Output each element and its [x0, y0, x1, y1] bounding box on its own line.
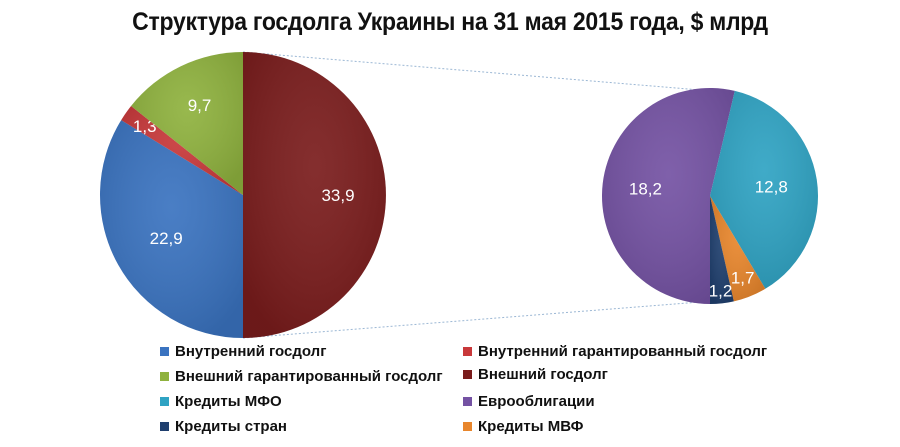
- data-label: 12,8: [755, 178, 788, 197]
- legend-label: Внешний гарантированный госдолг: [175, 368, 443, 385]
- data-label: 9,7: [188, 96, 212, 115]
- slice-shading: [710, 196, 734, 304]
- secondary-pie: 18,2 12,8 1,71,2: [602, 88, 819, 305]
- legend-swatch: [160, 422, 169, 431]
- connector-line: [242, 301, 701, 339]
- connector-line: [242, 51, 701, 91]
- legend-item: Кредиты МВФ: [463, 418, 583, 435]
- legend-swatch: [463, 397, 472, 406]
- slice-shading: [243, 52, 386, 338]
- legend-item: Кредиты МФО: [160, 393, 282, 410]
- slice-shading: [710, 90, 819, 289]
- legend-item: Еврооблигации: [463, 393, 595, 410]
- data-label: 33,9: [321, 186, 354, 205]
- legend-swatch: [160, 372, 169, 381]
- legend-label: Внутренний госдолг: [175, 343, 327, 360]
- chart-title: Структура госдолга Украины на 31 мая 201…: [132, 8, 768, 36]
- data-label: 18,2: [629, 179, 662, 198]
- data-label: 22,9: [150, 229, 183, 248]
- legend-item: Внутренний гарантированный госдолг: [463, 343, 767, 360]
- slice-shading: [131, 52, 243, 195]
- slice-shading: [710, 196, 766, 302]
- main-pie: 33,9 22,9 1,3 9,7: [100, 52, 386, 338]
- legend-label: Еврооблигации: [478, 393, 595, 410]
- legend-label: Внешний госдолг: [478, 366, 608, 383]
- connector-lines: [242, 51, 701, 339]
- legend-item: Внешний гарантированный госдолг: [160, 368, 443, 385]
- legend-swatch: [463, 370, 472, 379]
- legend-swatch: [463, 347, 472, 356]
- legend-item: Внутренний госдолг: [160, 343, 326, 360]
- legend-swatch: [463, 422, 472, 431]
- slice-shading: [121, 105, 243, 195]
- legend-swatch: [160, 347, 169, 356]
- data-label: 1,3: [133, 117, 157, 136]
- legend-item: Кредиты стран: [160, 418, 287, 435]
- legend-label: Внутренний гарантированный госдолг: [478, 343, 768, 360]
- legend-label: Кредиты стран: [175, 418, 287, 435]
- legend-item: Внешний госдолг: [463, 366, 608, 383]
- slice-shading: [602, 88, 735, 305]
- legend-swatch: [160, 397, 169, 406]
- legend-label: Кредиты МВФ: [478, 418, 584, 435]
- data-label: 1,7: [731, 269, 755, 288]
- slice-shading: [100, 120, 243, 338]
- data-label: 1,2: [709, 281, 733, 300]
- legend-label: Кредиты МФО: [175, 393, 282, 410]
